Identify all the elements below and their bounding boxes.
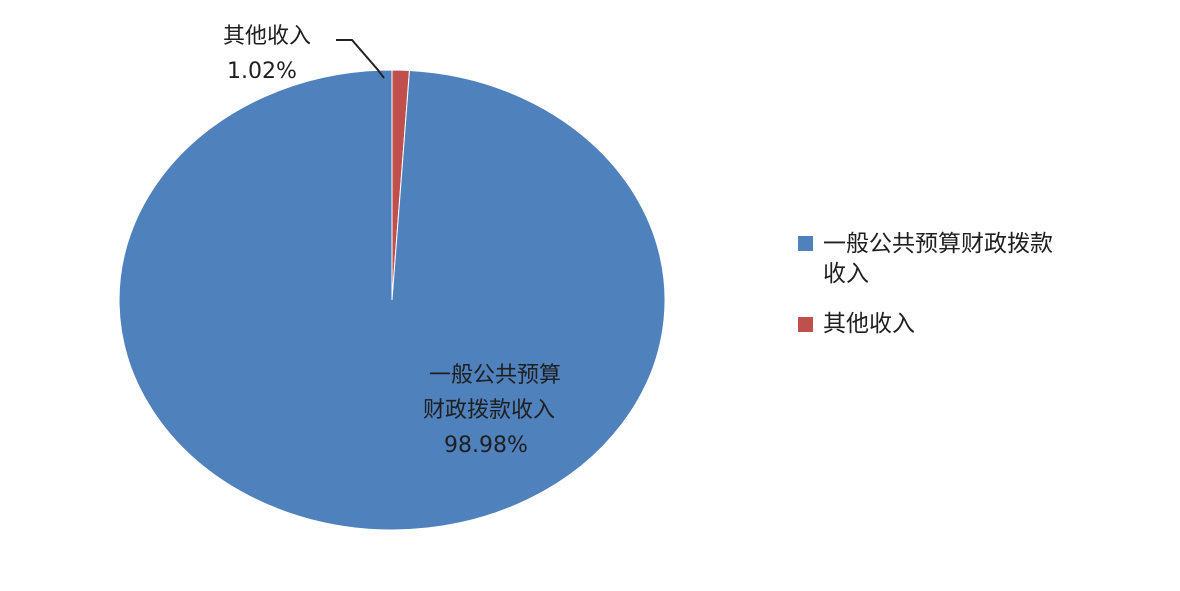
legend: 一般公共预算财政拨款 收入 其他收入: [798, 231, 1053, 337]
slice-label-line: 其他收入: [223, 24, 311, 49]
pie-labels: 一般公共预算 财政拨款收入 98.98% 其他收入 1.02%: [223, 24, 561, 458]
legend-swatch: [798, 236, 813, 251]
legend-item: 一般公共预算财政拨款 收入: [798, 231, 1053, 287]
legend-item: 其他收入: [798, 311, 915, 337]
legend-label-line: 收入: [823, 261, 869, 287]
leader-line: [336, 39, 385, 79]
slice-value-label: 1.02%: [227, 59, 297, 84]
slice-value-label: 98.98%: [444, 433, 528, 458]
slice-label-line: 财政拨款收入: [423, 398, 555, 423]
legend-label-line: 其他收入: [823, 311, 915, 337]
pie-slice: [118, 69, 666, 531]
legend-label-line: 一般公共预算财政拨款: [823, 231, 1053, 257]
legend-swatch: [798, 317, 813, 332]
pie-slices: [118, 69, 666, 531]
slice-label-line: 一般公共预算: [429, 363, 561, 388]
